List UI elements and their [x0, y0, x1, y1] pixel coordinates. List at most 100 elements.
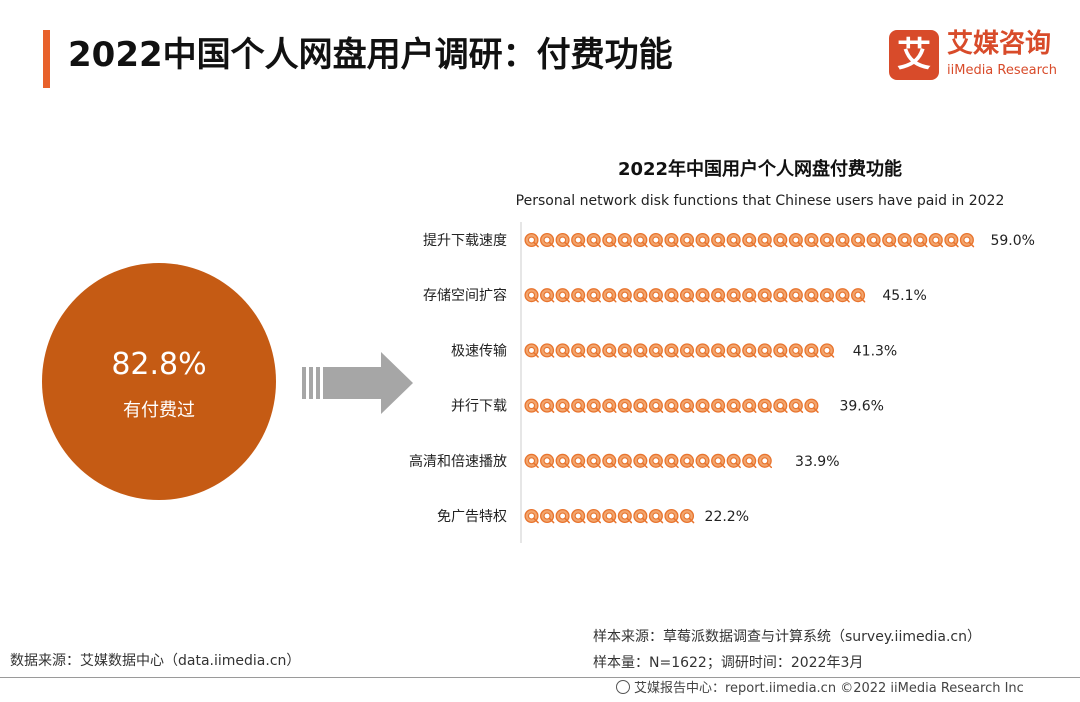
- bar-icon: [648, 453, 664, 469]
- bar-icon: [524, 288, 539, 303]
- bar-icon: [695, 398, 710, 413]
- paid-share-circle: 82.8% 有付费过: [42, 263, 276, 500]
- bar-icon: [633, 453, 648, 469]
- bar-icon: [710, 343, 726, 358]
- bar-icon: [586, 453, 602, 469]
- bar-icon: [882, 232, 897, 248]
- bar: [524, 398, 832, 413]
- category-label: 并行下载: [451, 399, 507, 415]
- bar-icon-partial: [835, 343, 845, 358]
- data-label: 33.9%: [795, 454, 839, 470]
- bar-icon: [679, 453, 695, 469]
- bar-icon: [602, 343, 617, 358]
- bar-icon: [602, 232, 617, 248]
- bar-icon: [773, 343, 788, 358]
- sample-size: 样本量：N=1622；调研时间：2022年3月: [593, 655, 864, 671]
- category-label: 存储空间扩容: [423, 287, 507, 304]
- bar-icon: [804, 343, 819, 358]
- bar-icon: [773, 232, 788, 248]
- bar-icon: [850, 288, 866, 303]
- bar-icon: [695, 288, 710, 303]
- bar-icon: [524, 343, 539, 358]
- bar-icon: [617, 232, 633, 248]
- right-arrow-icon: [302, 352, 413, 414]
- bar-icon: [959, 232, 975, 248]
- data-label: 59.0%: [990, 233, 1034, 249]
- bar-icon: [866, 232, 881, 248]
- bar-icon-partial: [819, 398, 832, 413]
- bar-icon: [633, 398, 648, 413]
- bar-icon: [757, 398, 773, 413]
- bar: [524, 453, 788, 469]
- data-label: 45.1%: [882, 288, 926, 304]
- bar-icon: [742, 343, 757, 358]
- bar-icon: [539, 343, 555, 358]
- bar-icon: [695, 232, 710, 248]
- bar-icon: [586, 343, 602, 358]
- bar-icon: [539, 453, 555, 469]
- bar-icon: [617, 288, 633, 303]
- bar-icon: [586, 398, 602, 413]
- bar: [524, 508, 697, 524]
- bar-icon: [695, 343, 710, 358]
- bar-icon: [819, 232, 835, 248]
- category-label: 免广告特权: [437, 509, 507, 525]
- bar-icon: [524, 508, 539, 524]
- chart-subtitle: Personal network disk functions that Chi…: [516, 193, 1005, 209]
- bar-icon: [788, 343, 804, 358]
- bar-icon: [633, 232, 648, 248]
- bar-icon: [679, 288, 695, 303]
- bar-icon: [571, 398, 586, 413]
- bar-icon: [928, 232, 944, 248]
- brand-logo: 艾 艾媒咨询 iiMedia Research: [889, 29, 1059, 82]
- chart-title: 2022年中国用户个人网盘付费功能: [618, 158, 902, 180]
- bar-icon: [524, 232, 539, 248]
- bar-icon: [539, 232, 555, 248]
- bar-icon: [757, 453, 773, 469]
- bar-icon: [571, 232, 586, 248]
- footer: 艾媒报告中心：report.iimedia.cn ©2022 iiMedia R…: [616, 679, 1024, 699]
- bar-icon: [571, 288, 586, 303]
- sample-source: 样本来源：草莓派数据调查与计算系统（survey.iimedia.cn）: [593, 629, 981, 645]
- brand-logo-english: iiMedia Research: [947, 63, 1058, 78]
- bar-icon: [897, 232, 913, 248]
- bar-icon: [648, 288, 664, 303]
- bar-icon: [679, 508, 695, 524]
- bar-icon: [602, 288, 617, 303]
- footer-divider: [0, 677, 1080, 678]
- bar: [524, 343, 845, 358]
- bar-icon: [742, 288, 757, 303]
- brand-logo-chinese: 艾媒咨询: [947, 29, 1052, 59]
- bar-icon: [648, 343, 664, 358]
- bar-icon: [539, 398, 555, 413]
- bar-icon: [571, 453, 586, 469]
- bar-icon: [617, 398, 633, 413]
- bar-icon: [539, 288, 555, 303]
- bar-icon: [757, 343, 773, 358]
- bar-icon: [726, 343, 741, 358]
- bar-icon-partial: [866, 288, 875, 303]
- paid-share-label: 有付费过: [123, 400, 195, 421]
- bar-icon: [555, 508, 570, 524]
- bar-icon-partial: [975, 232, 983, 248]
- bar-icon: [679, 343, 695, 358]
- bar-icon: [571, 343, 586, 358]
- bar-icon: [617, 453, 633, 469]
- bar-icon: [804, 398, 819, 413]
- footer-text: 艾媒报告中心：report.iimedia.cn ©2022 iiMedia R…: [634, 681, 1024, 696]
- bar-icon: [586, 232, 602, 248]
- bar-icon: [710, 232, 726, 248]
- bar-icon: [571, 508, 586, 524]
- globe-icon: [616, 680, 630, 694]
- bar-icon: [633, 508, 648, 524]
- bar-icon: [757, 232, 773, 248]
- bar-icon: [555, 232, 570, 248]
- bar-icon: [633, 288, 648, 303]
- bar-icon: [742, 398, 757, 413]
- page-title: 2022中国个人网盘用户调研：付费功能: [68, 35, 673, 75]
- bar-icon: [555, 343, 570, 358]
- bar-icon: [555, 398, 570, 413]
- bar-icon: [726, 232, 741, 248]
- brand-logo-mark: 艾: [889, 30, 939, 80]
